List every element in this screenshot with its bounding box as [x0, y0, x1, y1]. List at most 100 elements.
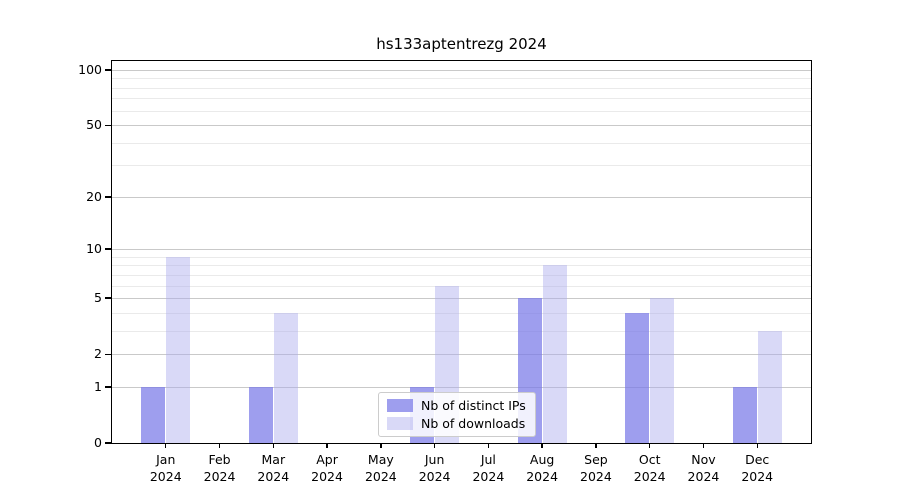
month-year: 2024 — [633, 468, 666, 484]
x-tick-mark — [218, 443, 221, 448]
bar-nb-of-distinct-ips-oct — [625, 312, 650, 443]
legend-swatch-downloads — [387, 417, 413, 430]
x-tick-mark — [541, 443, 543, 448]
y-tick-mark — [105, 124, 112, 126]
x-tick-label-aug: Aug 2024 — [514, 452, 570, 485]
minor-gridline — [112, 165, 811, 167]
y-tick-mark — [105, 196, 112, 198]
x-tick-mark — [648, 443, 651, 448]
bar-nb-of-downloads-jan — [166, 256, 191, 443]
minor-gridline — [112, 330, 811, 332]
y-tick-mark — [105, 297, 112, 299]
month-year: 2024 — [418, 468, 451, 484]
month-name: Feb — [208, 452, 231, 467]
chart-title: hs133aptentrezg 2024 — [376, 35, 547, 53]
x-tick-label-may: May 2024 — [353, 452, 409, 485]
legend-item-distinct-ips: Nb of distinct IPs — [387, 398, 526, 413]
bar-nb-of-downloads-aug — [542, 265, 567, 443]
month-year: 2024 — [472, 468, 505, 484]
major-gridline — [112, 70, 811, 71]
y-tick-label: 100 — [78, 62, 102, 77]
y-tick-label: 5 — [94, 290, 102, 306]
minor-gridline — [112, 274, 811, 276]
month-name: Mar — [261, 452, 286, 467]
minor-gridline — [112, 312, 811, 314]
y-tick-label: 50 — [86, 117, 102, 133]
bar-nb-of-distinct-ips-jan — [141, 386, 166, 443]
y-tick-mark — [105, 386, 112, 388]
month-year: 2024 — [364, 468, 397, 484]
month-name: Aug — [529, 452, 555, 467]
major-gridline — [112, 354, 811, 356]
month-year: 2024 — [257, 468, 290, 484]
minor-gridline — [112, 87, 811, 89]
legend: Nb of distinct IPs Nb of downloads — [378, 392, 536, 437]
x-tick-label-jul: Jul 2024 — [460, 452, 516, 485]
minor-gridline — [112, 98, 811, 100]
month-name: Sep — [584, 452, 608, 467]
y-tick-label: 1 — [94, 378, 102, 394]
major-gridline — [112, 196, 811, 198]
month-name: Dec — [745, 452, 770, 467]
month-year: 2024 — [741, 468, 774, 484]
minor-gridline — [112, 256, 811, 258]
minor-gridline — [112, 78, 811, 80]
x-tick-mark — [326, 443, 328, 448]
month-name: Jun — [424, 452, 445, 467]
x-tick-mark — [595, 443, 597, 448]
month-year: 2024 — [580, 468, 612, 484]
x-tick-mark — [380, 443, 382, 448]
month-name: Nov — [691, 452, 716, 467]
y-tick-label: 10 — [86, 241, 102, 257]
y-tick-mark — [105, 248, 112, 250]
y-tick-mark — [105, 69, 112, 71]
x-tick-label-jan: Jan 2024 — [138, 452, 194, 485]
x-tick-label-nov: Nov 2024 — [675, 452, 731, 485]
x-tick-label-mar: Mar 2024 — [245, 452, 301, 485]
x-tick-label-sep: Sep 2024 — [568, 452, 624, 485]
x-tick-label-jun: Jun 2024 — [407, 452, 463, 485]
x-tick-mark — [165, 443, 167, 448]
y-tick-mark — [105, 442, 112, 444]
bar-nb-of-downloads-mar — [273, 312, 298, 443]
month-name: Jan — [156, 452, 176, 467]
month-name: Oct — [638, 452, 661, 467]
bar-nb-of-downloads-oct — [650, 298, 675, 443]
legend-item-downloads: Nb of downloads — [387, 416, 526, 431]
x-tick-label-oct: Oct 2024 — [622, 452, 678, 485]
y-tick-label: 20 — [86, 188, 102, 204]
month-year: 2024 — [526, 468, 559, 484]
legend-label-distinct-ips: Nb of distinct IPs — [421, 398, 526, 413]
major-gridline — [112, 298, 811, 300]
bar-nb-of-distinct-ips-dec — [732, 386, 757, 443]
x-tick-label-apr: Apr 2024 — [299, 452, 355, 485]
y-tick-label: 0 — [94, 435, 102, 450]
major-gridline — [112, 249, 811, 251]
x-tick-mark — [433, 443, 436, 448]
minor-gridline — [112, 110, 811, 112]
x-tick-label-dec: Dec 2024 — [729, 452, 785, 485]
month-name: Jul — [480, 452, 496, 467]
x-tick-mark — [487, 443, 490, 448]
minor-gridline — [112, 265, 811, 267]
x-tick-label-feb: Feb 2024 — [192, 452, 248, 485]
minor-gridline — [112, 142, 811, 144]
legend-swatch-distinct-ips — [387, 399, 413, 412]
plot-area — [112, 61, 811, 443]
month-year: 2024 — [203, 468, 236, 484]
minor-gridline — [112, 285, 811, 287]
month-year: 2024 — [311, 468, 343, 484]
month-year: 2024 — [687, 468, 720, 484]
month-name: Apr — [316, 452, 338, 467]
legend-label-downloads: Nb of downloads — [421, 416, 526, 431]
bar-nb-of-distinct-ips-mar — [248, 386, 273, 443]
x-tick-mark — [272, 443, 274, 448]
bar-nb-of-downloads-dec — [757, 330, 782, 443]
major-gridline — [112, 386, 811, 388]
month-name: May — [367, 452, 394, 467]
x-tick-mark — [702, 443, 705, 448]
y-tick-mark — [105, 353, 112, 355]
month-year: 2024 — [149, 468, 182, 484]
x-tick-mark — [756, 443, 758, 448]
